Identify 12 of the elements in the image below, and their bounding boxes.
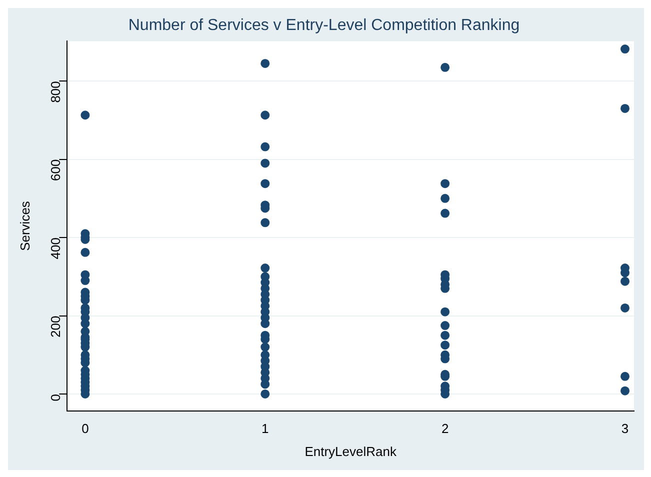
x-tick-label: 2 xyxy=(441,421,449,436)
y-tick-label: 200 xyxy=(48,316,63,338)
y-tick-label: 600 xyxy=(48,159,63,182)
y-tick-label: 400 xyxy=(48,238,63,260)
y-tick-label: 800 xyxy=(48,81,63,103)
y-axis-title: Services xyxy=(17,200,32,251)
x-tick-label: 1 xyxy=(262,421,269,436)
x-tick-label: 0 xyxy=(82,421,89,436)
chart-title: Number of Services v Entry-Level Competition Ranking xyxy=(128,17,520,34)
x-axis-title: EntryLevelRank xyxy=(304,444,397,459)
y-tick-label: 0 xyxy=(48,394,63,402)
x-tick-label: 3 xyxy=(621,421,629,436)
